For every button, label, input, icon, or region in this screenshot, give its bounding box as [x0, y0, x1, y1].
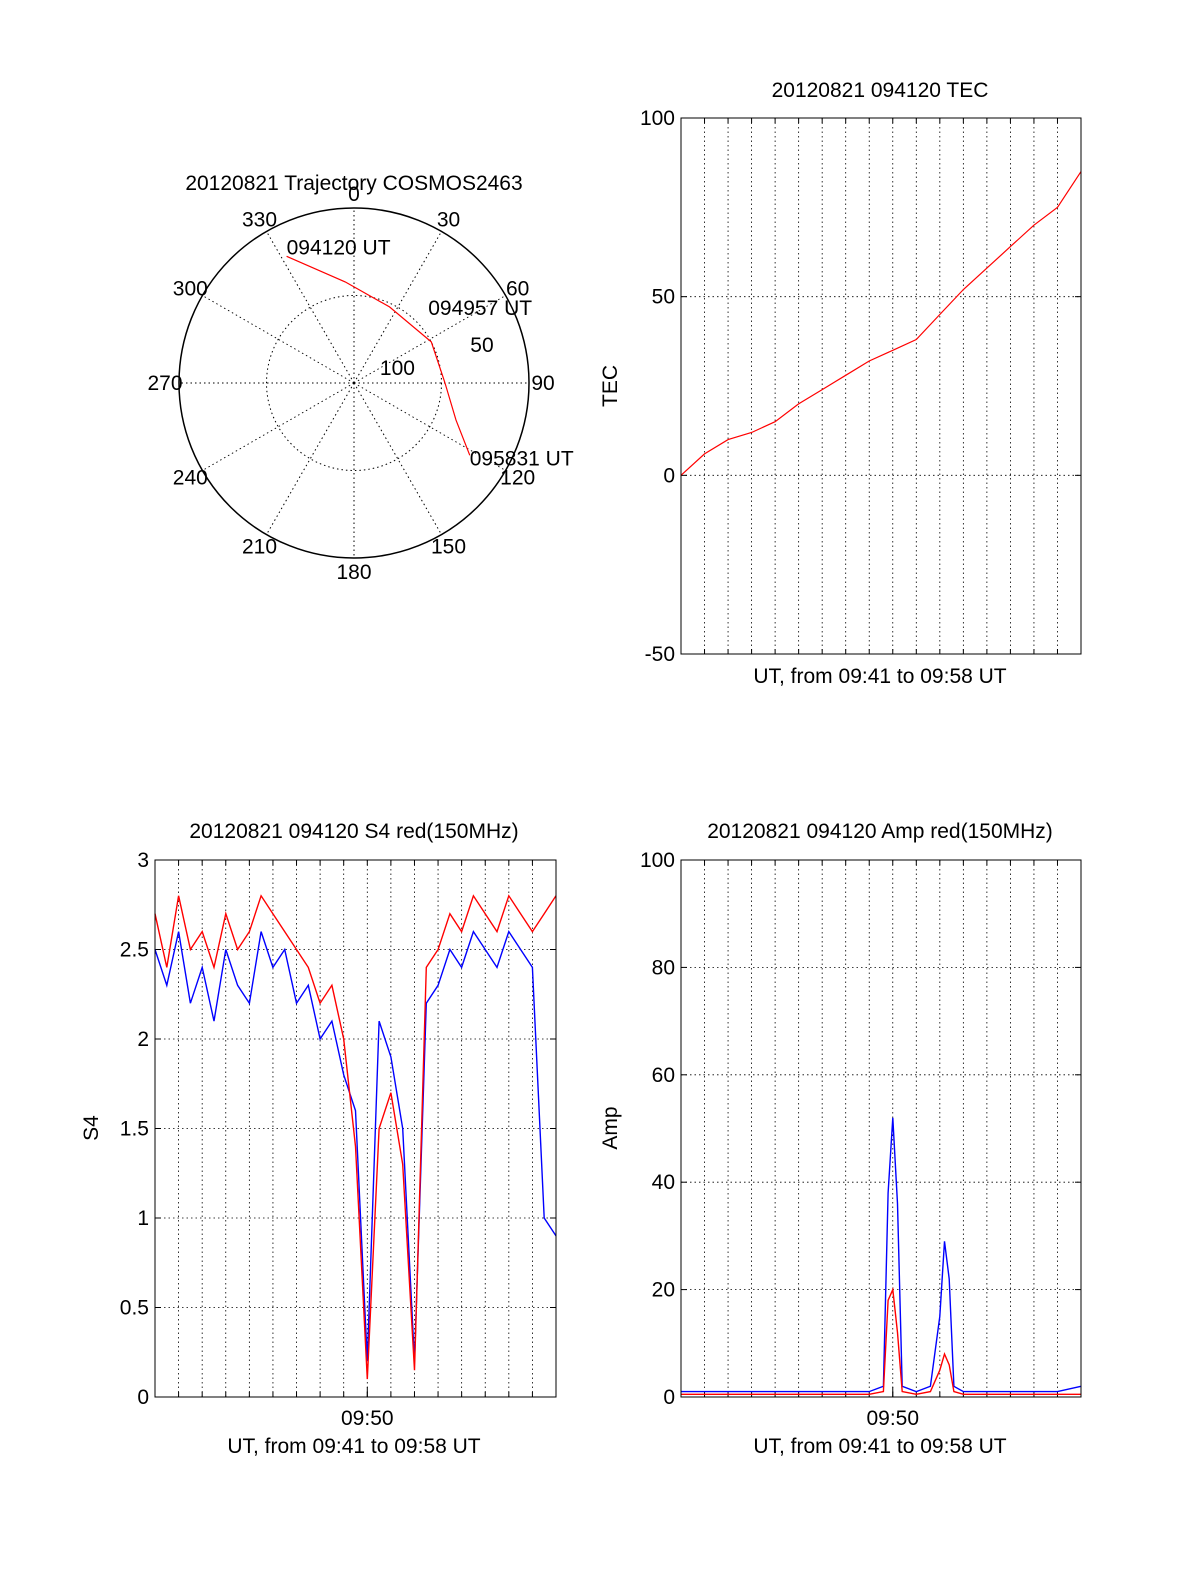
polar-radial-labels: 50 100	[380, 334, 494, 380]
polar-angle-label: 300	[173, 278, 208, 301]
trajectory-annotation: 094957 UT	[428, 297, 532, 320]
y-tick-label: 40	[652, 1171, 675, 1194]
polar-title: 20120821 Trajectory COSMOS2463	[185, 172, 522, 195]
s4-x-ticks: 09:50	[341, 1387, 394, 1430]
amp-title: 20120821 094120 Amp red(150MHz)	[707, 820, 1053, 843]
x-tick-label: 09:50	[341, 1407, 394, 1430]
x-tick-label: 09:50	[866, 1407, 919, 1430]
polar-angle-label: 270	[147, 372, 182, 395]
polar-angle-label: 30	[437, 208, 460, 231]
tec-x-label: UT, from 09:41 to 09:58 UT	[753, 665, 1006, 688]
series-line-1	[681, 1286, 1081, 1396]
s4-title: 20120821 094120 S4 red(150MHz)	[189, 820, 518, 843]
s4-plot-frame	[154, 859, 557, 1398]
s4-chart: 20120821 094120 S4 red(150MHz) 0 0.5 1 1.5 2…	[80, 820, 557, 1458]
polar-trajectory-chart: 20120821 Trajectory COSMOS2463 0 30 60 90 12…	[147, 172, 573, 584]
y-tick-label: -50	[645, 643, 675, 666]
amp-grid	[681, 860, 1081, 1397]
y-tick-label: 100	[640, 849, 675, 872]
s4-y-ticks: 0 0.5 1 1.5 2 2.5 3	[120, 849, 556, 1409]
y-tick-label: 100	[640, 107, 675, 130]
polar-angle-label: 60	[506, 278, 529, 301]
amp-series	[681, 1117, 1082, 1396]
tec-title: 20120821 094120 TEC	[772, 79, 989, 102]
polar-angle-label: 330	[242, 208, 277, 231]
series-line-0	[154, 930, 557, 1362]
trajectory-annotation: 095831 UT	[470, 447, 574, 470]
y-tick-label: 50	[652, 286, 675, 309]
tec-y-ticks: -50 0 50 100	[640, 107, 1081, 666]
polar-angle-label: 210	[242, 536, 277, 559]
s4-grid	[155, 860, 556, 1397]
polar-spoke	[202, 382, 355, 471]
s4-x-label: UT, from 09:41 to 09:58 UT	[227, 1435, 480, 1458]
polar-spoke	[266, 382, 355, 535]
trajectory-line	[286, 255, 471, 456]
y-tick-label: 2.5	[120, 939, 149, 962]
y-tick-label: 0	[663, 464, 675, 487]
series-line-0	[680, 171, 1082, 476]
tec-y-label: TEC	[599, 365, 622, 407]
trajectory-annotations: 094120 UT 094957 UT 095831 UT	[287, 236, 574, 470]
y-tick-label: 2	[137, 1028, 149, 1051]
s4-series	[154, 894, 557, 1380]
amp-y-ticks: 0 20 40 60 80 100	[640, 849, 1081, 1409]
tec-plot-frame	[680, 117, 1082, 655]
s4-y-label: S4	[80, 1115, 103, 1141]
polar-angle-label: 0	[348, 183, 360, 206]
polar-angle-label: 120	[500, 467, 535, 490]
polar-grid	[178, 207, 530, 559]
y-tick-label: 80	[652, 956, 675, 979]
tec-grid	[681, 118, 1081, 654]
polar-inner-circle	[266, 295, 442, 471]
trajectory-annotation: 094120 UT	[287, 236, 391, 259]
y-tick-label: 60	[652, 1064, 675, 1087]
polar-radial-label: 100	[380, 357, 415, 380]
polar-angle-label: 240	[173, 467, 208, 490]
amp-x-ticks: 09:50	[866, 1387, 919, 1430]
polar-angle-labels: 0 30 60 90 120 150 180 210 240 270 300 330	[147, 183, 554, 584]
y-tick-label: 0	[137, 1386, 149, 1409]
y-tick-label: 0.5	[120, 1297, 149, 1320]
amp-x-label: UT, from 09:41 to 09:58 UT	[753, 1435, 1006, 1458]
y-tick-label: 0	[663, 1386, 675, 1409]
polar-outer-circle	[178, 207, 530, 559]
amp-plot-frame	[680, 859, 1082, 1398]
y-tick-label: 1	[137, 1207, 149, 1230]
amp-y-label: Amp	[599, 1106, 622, 1149]
polar-angle-label: 180	[336, 561, 371, 584]
polar-angle-label: 90	[531, 372, 554, 395]
series-line-1	[154, 894, 557, 1380]
y-tick-label: 20	[652, 1279, 675, 1302]
series-line-0	[681, 1117, 1082, 1393]
tec-chart: 20120821 094120 TEC -50 0 50 100 UT, from 0…	[599, 79, 1082, 688]
amp-chart: 20120821 094120 Amp red(150MHz) 0 20 40 60 8…	[599, 820, 1082, 1458]
tec-series	[680, 171, 1082, 476]
polar-angle-label: 150	[431, 536, 466, 559]
y-tick-label: 3	[137, 849, 149, 872]
polar-radial-label: 50	[470, 334, 493, 357]
y-tick-label: 1.5	[120, 1118, 149, 1141]
